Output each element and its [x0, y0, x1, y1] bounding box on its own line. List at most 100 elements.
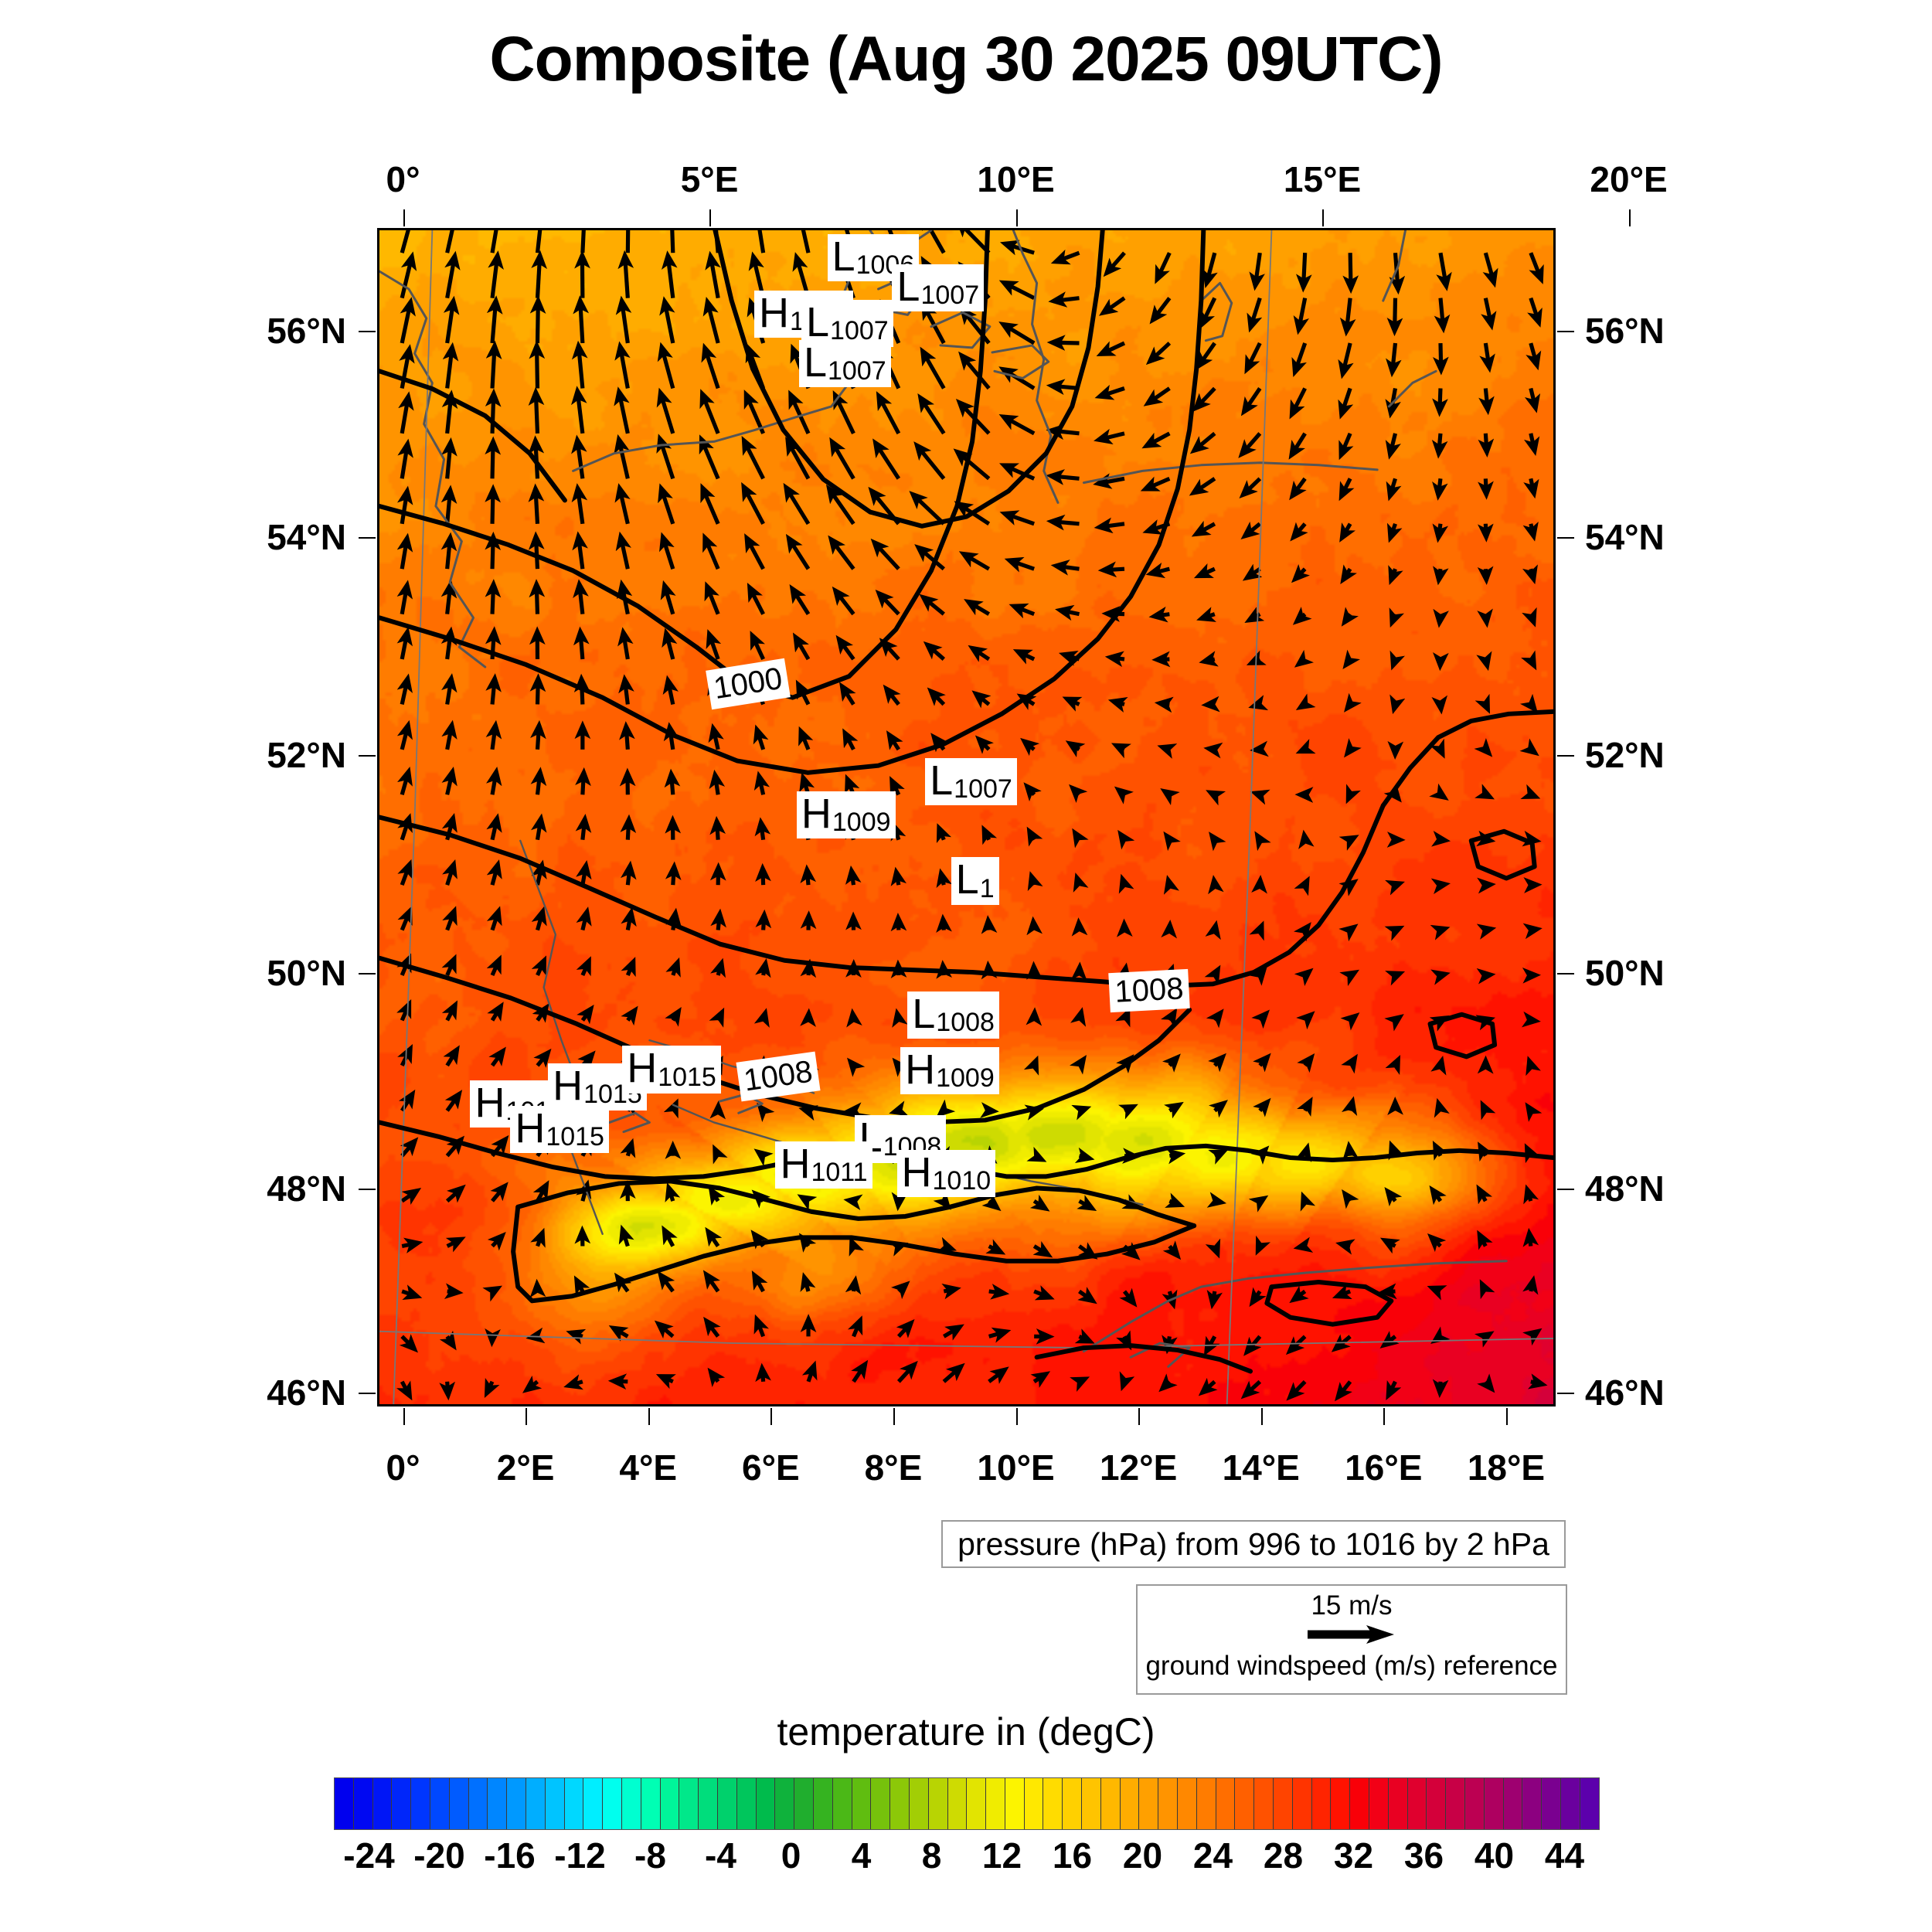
pressure-marker-type: H: [553, 1063, 583, 1110]
colorbar-tick-label: 0: [781, 1835, 801, 1876]
colorbar-swatch: [1542, 1778, 1561, 1829]
colorbar-title: temperature in (degC): [777, 1710, 1155, 1753]
colorbar-swatch: [1235, 1778, 1255, 1829]
colorbar-tick-label: 40: [1474, 1835, 1515, 1876]
colorbar-tick-label: 36: [1403, 1835, 1444, 1876]
axis-tick-bottom: [1383, 1408, 1386, 1425]
isobar-value-label: 1008: [1108, 968, 1190, 1012]
axis-tick-left: [359, 330, 376, 332]
pressure-marker-type: L: [955, 856, 979, 903]
colorbar-swatch: [1484, 1778, 1504, 1829]
longitude-label-top: 10°E: [977, 159, 1055, 199]
longitude-label-bottom: 10°E: [977, 1447, 1055, 1488]
colorbar-tick-label: 12: [981, 1835, 1022, 1876]
pressure-marker-value: 1015: [546, 1122, 604, 1152]
axis-tick-bottom: [1015, 1408, 1018, 1425]
pressure-marker-value: 1007: [830, 316, 889, 346]
isobar-and-coastline-layer: [379, 230, 1553, 1404]
colorbar-swatch: [392, 1778, 412, 1829]
pressure-marker-value: 1007: [920, 281, 980, 311]
latitude-label-left: 56°N: [267, 310, 346, 351]
pressure-marker-value: 1009: [936, 1063, 995, 1094]
colorbar-swatch: [411, 1778, 430, 1829]
colorbar-tick-label: -20: [413, 1835, 465, 1876]
colorbar-swatch: [1388, 1778, 1408, 1829]
pressure-marker-type: H: [759, 289, 789, 336]
pressure-marker-type: L: [806, 299, 830, 346]
longitude-label-top: 15°E: [1283, 159, 1362, 199]
longitude-label-bottom: 8°E: [864, 1447, 923, 1488]
colorbar-tick-label: 24: [1192, 1835, 1233, 1876]
colorbar-swatch: [890, 1778, 910, 1829]
colorbar-tick-label: -16: [484, 1835, 536, 1876]
axis-tick-bottom: [770, 1408, 773, 1425]
colorbar-swatch: [1311, 1778, 1332, 1829]
colorbar-swatch: [813, 1778, 833, 1829]
colorbar-swatch: [871, 1778, 891, 1829]
colorbar-swatch: [1158, 1778, 1179, 1829]
pressure-marker-value: 1011: [811, 1158, 868, 1188]
colorbar-swatch: [1369, 1778, 1389, 1829]
colorbar-swatch: [564, 1778, 584, 1829]
colorbar-swatch: [353, 1778, 373, 1829]
longitude-label-bottom: 4°E: [619, 1447, 678, 1488]
pressure-marker-type: H: [627, 1045, 658, 1092]
axis-tick-right: [1557, 1392, 1574, 1394]
colorbar-swatch: [507, 1778, 526, 1829]
colorbar-tick-label: 8: [921, 1835, 942, 1876]
axis-tick-left: [359, 754, 376, 757]
colorbar-tick-label: 32: [1333, 1835, 1374, 1876]
longitude-label-bottom: 6°E: [742, 1447, 800, 1488]
latitude-label-right: 50°N: [1585, 952, 1665, 993]
colorbar-swatch: [967, 1778, 987, 1829]
pressure-marker-value: 1: [979, 873, 995, 903]
low-pressure-marker: L1008: [907, 992, 999, 1039]
low-pressure-marker: L1007: [798, 339, 891, 388]
colorbar-swatch: [1196, 1778, 1216, 1829]
pressure-marker-type: H: [780, 1140, 811, 1187]
colorbar-swatch: [1063, 1778, 1083, 1829]
colorbar-tick-label: 16: [1052, 1835, 1093, 1876]
longitude-label-bottom: 0°: [386, 1447, 420, 1488]
temperature-colorbar[interactable]: [334, 1777, 1600, 1830]
colorbar-swatch: [1427, 1778, 1447, 1829]
map-plot-area[interactable]: [377, 228, 1556, 1406]
colorbar-swatch: [660, 1778, 680, 1829]
low-pressure-marker: L1007: [925, 758, 1017, 806]
colorbar-tick-label: -12: [554, 1835, 606, 1876]
colorbar-swatch: [736, 1778, 757, 1829]
pressure-marker-value: 1009: [832, 808, 891, 838]
pressure-marker-value: 1007: [954, 774, 1012, 804]
axis-tick-bottom: [648, 1408, 650, 1425]
wind-reference-legend: 15 m/s ground windspeed (m/s) reference: [1136, 1584, 1567, 1695]
colorbar-swatch: [756, 1778, 776, 1829]
axis-tick-right: [1557, 536, 1574, 539]
colorbar-swatch: [430, 1778, 450, 1829]
pressure-marker-type: H: [901, 1148, 932, 1196]
colorbar-swatch: [1178, 1778, 1197, 1829]
colorbar-swatch: [794, 1778, 814, 1829]
page-title: Composite (Aug 30 2025 09UTC): [489, 24, 1443, 94]
pressure-marker-type: L: [912, 991, 936, 1038]
wind-reference-caption: ground windspeed (m/s) reference: [1145, 1651, 1558, 1681]
axis-tick-left: [359, 536, 376, 539]
colorbar-swatch: [947, 1778, 968, 1829]
colorbar-swatch: [1082, 1778, 1101, 1829]
axis-tick-left: [359, 1392, 376, 1394]
wind-reference-magnitude: 15 m/s: [1311, 1590, 1393, 1621]
colorbar-tick-labels: -24 -20 -16 -12 -8 -4 0 4 8 12 16 20 24 28 32 36 40 44: [334, 1835, 1600, 1881]
axis-tick-top: [1015, 209, 1018, 226]
colorbar-swatch: [526, 1778, 546, 1829]
colorbar-swatch: [641, 1778, 661, 1829]
colorbar-swatch: [1292, 1778, 1312, 1829]
colorbar-swatch: [1254, 1778, 1274, 1829]
colorbar-swatch: [1465, 1778, 1485, 1829]
colorbar-swatch: [852, 1778, 872, 1829]
colorbar-swatch: [832, 1778, 852, 1829]
high-pressure-marker: H1009: [900, 1046, 999, 1095]
longitude-label-top: 20°E: [1590, 159, 1668, 199]
high-pressure-marker: H1015: [622, 1045, 721, 1094]
high-pressure-marker: H1011: [775, 1141, 872, 1189]
latitude-label-left: 52°N: [267, 734, 346, 775]
longitude-label-top: 5°E: [680, 159, 739, 199]
